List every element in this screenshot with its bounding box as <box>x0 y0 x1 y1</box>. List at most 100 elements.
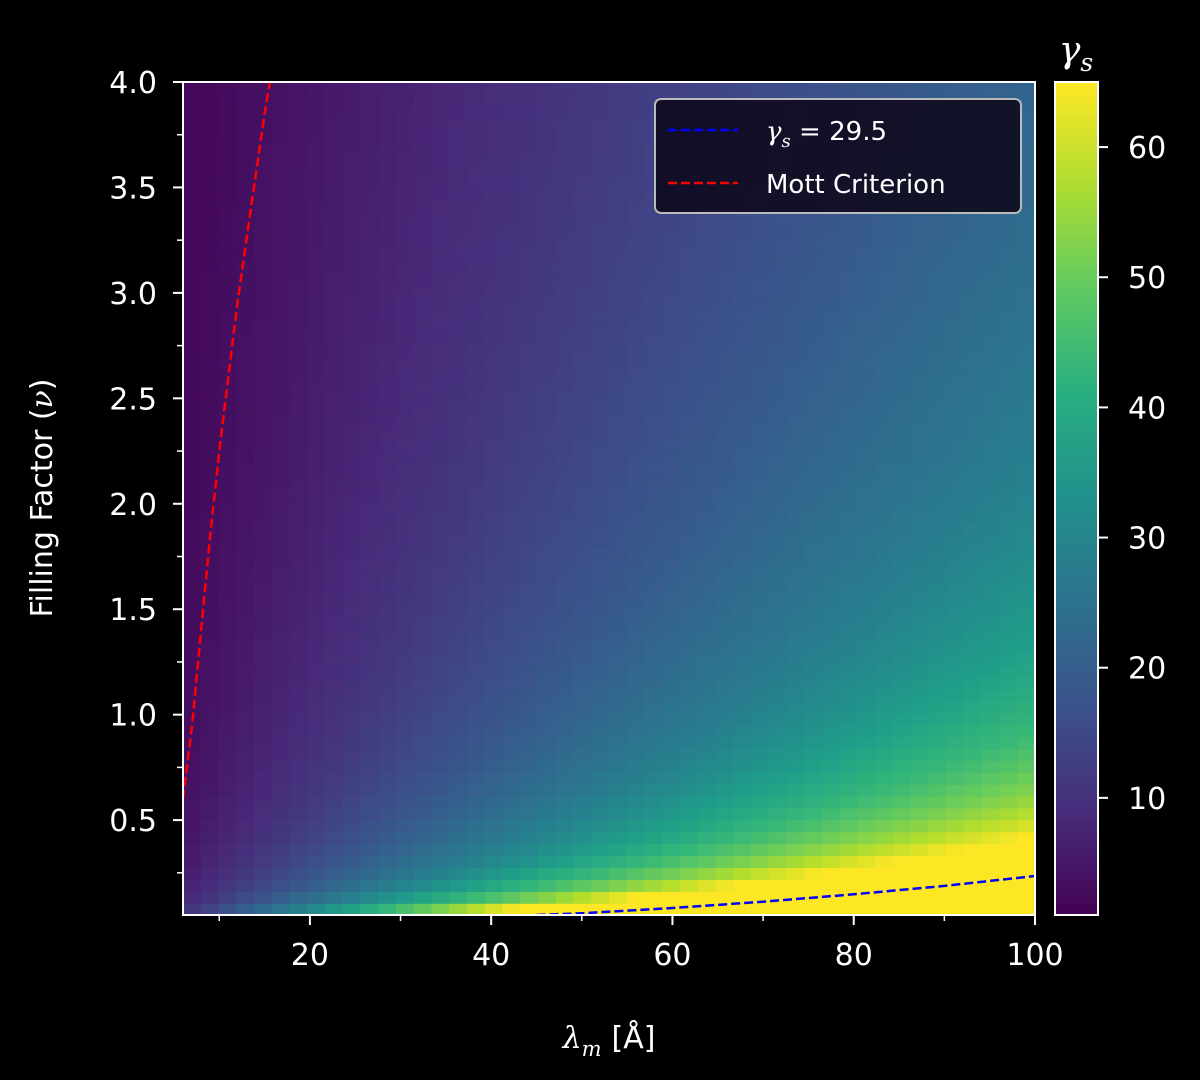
heatmap-cell <box>520 105 539 119</box>
heatmap-cell <box>236 129 255 143</box>
heatmap-cell <box>307 688 326 702</box>
y-tick-label: 3.0 <box>109 277 157 312</box>
heatmap-cell <box>555 772 575 785</box>
heatmap-cell <box>396 260 415 274</box>
heatmap-cell <box>928 831 947 845</box>
heatmap-cell <box>1017 391 1035 404</box>
heatmap-cell <box>680 391 699 404</box>
heatmap-cell <box>360 462 379 476</box>
heatmap-cell <box>289 212 308 226</box>
heatmap-cell <box>200 581 220 595</box>
heatmap-cell <box>786 534 805 547</box>
heatmap-cell <box>786 700 805 714</box>
heatmap-cell <box>964 665 983 678</box>
heatmap-cell <box>981 462 1001 476</box>
heatmap-cell <box>378 201 397 214</box>
heatmap-cell <box>626 236 646 250</box>
heatmap-cell <box>555 379 575 393</box>
heatmap-cell <box>183 391 202 404</box>
heatmap-cell <box>360 165 379 178</box>
heatmap-cell <box>822 558 841 571</box>
heatmap-cell <box>413 177 433 190</box>
heatmap-cell <box>200 879 220 892</box>
heatmap-cell <box>786 784 805 797</box>
heatmap-cell <box>804 819 823 833</box>
heatmap-cell <box>218 819 237 833</box>
heatmap-cell <box>733 82 752 95</box>
heatmap-cell <box>822 343 841 357</box>
legend-label-mott: Mott Criterion <box>766 170 946 200</box>
heatmap-cell <box>538 260 557 274</box>
heatmap-cell <box>342 224 362 238</box>
heatmap-cell <box>307 486 326 500</box>
heatmap-cell <box>910 439 930 452</box>
heatmap-cell <box>875 546 894 559</box>
heatmap-cell <box>449 677 468 690</box>
heatmap-cell <box>697 665 717 678</box>
heatmap-cell <box>183 355 202 369</box>
heatmap-cell <box>449 510 468 523</box>
heatmap-cell <box>715 677 734 690</box>
heatmap-cell <box>822 212 841 226</box>
heatmap-cell <box>644 308 663 321</box>
heatmap-cell <box>467 284 486 297</box>
heatmap-cell <box>325 403 344 416</box>
heatmap-cell <box>342 724 362 738</box>
heatmap-cell <box>715 903 734 915</box>
heatmap-cell <box>342 784 362 797</box>
heatmap-cell <box>591 486 610 500</box>
heatmap-cell <box>555 688 575 702</box>
heatmap-cell <box>573 462 592 476</box>
heatmap-cell <box>644 605 663 619</box>
heatmap-cell <box>857 296 876 309</box>
heatmap-cell <box>751 367 770 381</box>
heatmap-cell <box>999 581 1018 595</box>
heatmap-cell <box>875 688 894 702</box>
heatmap-cell <box>697 248 717 262</box>
heatmap-cell <box>946 831 965 845</box>
heatmap-cell <box>964 427 983 440</box>
heatmap-cell <box>236 891 255 904</box>
heatmap-cell <box>396 903 415 915</box>
heatmap-cell <box>520 891 539 904</box>
heatmap-cell <box>857 272 876 285</box>
heatmap-cell <box>910 236 930 250</box>
heatmap-cell <box>680 498 699 512</box>
heatmap-cell <box>342 617 362 631</box>
heatmap-cell <box>893 903 912 915</box>
heatmap-cell <box>200 141 220 155</box>
heatmap-cell <box>378 224 397 238</box>
heatmap-cell <box>591 831 610 845</box>
heatmap-cell <box>200 82 220 95</box>
heatmap-cell <box>555 819 575 833</box>
heatmap-cell <box>325 712 344 726</box>
heatmap-cell <box>715 712 734 726</box>
heatmap-cell <box>573 677 592 690</box>
heatmap-cell <box>822 498 841 512</box>
heatmap-cell <box>431 819 450 833</box>
heatmap-cell <box>413 141 433 155</box>
heatmap-cell <box>431 903 450 915</box>
heatmap-cell <box>200 272 220 285</box>
heatmap-cell <box>289 891 308 904</box>
heatmap-cell <box>378 355 397 369</box>
heatmap-cell <box>271 165 291 178</box>
heatmap-cell <box>751 831 770 845</box>
heatmap-cell <box>183 677 202 690</box>
heatmap-cell <box>183 474 202 488</box>
heatmap-cell <box>183 367 202 381</box>
heatmap-cell <box>449 201 468 214</box>
heatmap-cell <box>946 629 965 642</box>
heatmap-cell <box>254 724 273 738</box>
heatmap-cell <box>360 439 379 452</box>
heatmap-cell <box>875 308 894 321</box>
heatmap-cell <box>289 260 308 274</box>
heatmap-cell <box>715 450 734 464</box>
heatmap-cell <box>413 510 433 523</box>
heatmap-cell <box>449 700 468 714</box>
heatmap-cell <box>484 260 504 274</box>
heatmap-cell <box>520 748 539 761</box>
heatmap-cell <box>236 867 255 880</box>
heatmap-cell <box>804 439 823 452</box>
heatmap-cell <box>644 891 663 904</box>
